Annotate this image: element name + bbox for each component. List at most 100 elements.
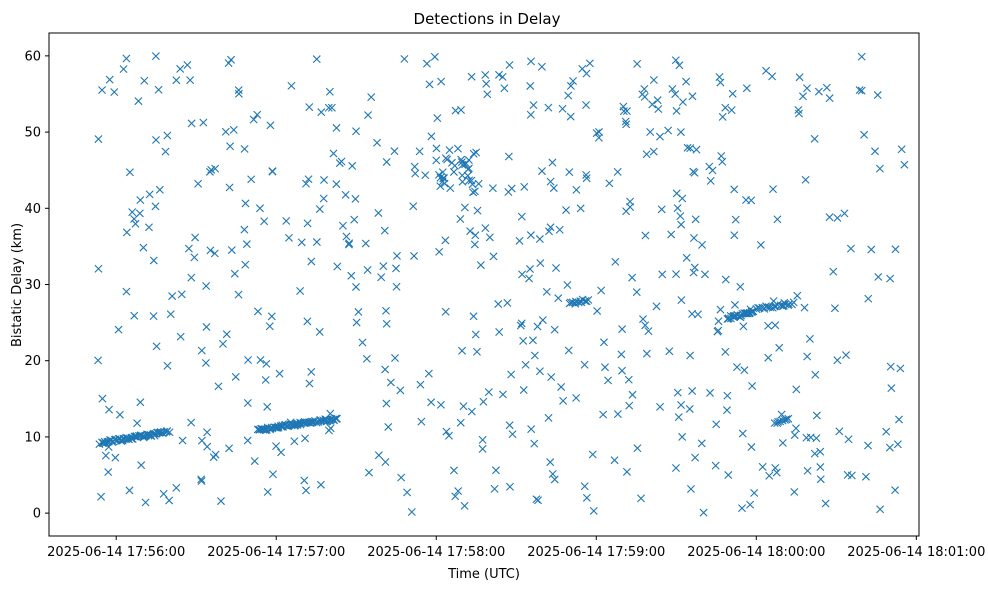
detection-marker (266, 121, 275, 130)
detection-marker (471, 330, 480, 339)
detection-marker (432, 156, 441, 165)
detection-marker (585, 59, 594, 68)
detection-marker (374, 208, 383, 217)
detection-marker (886, 274, 895, 283)
detection-marker (263, 487, 272, 496)
detection-marker (301, 434, 310, 443)
y-axis: 0 10 20 30 40 50 60 (24, 49, 49, 522)
detection-marker (320, 176, 329, 185)
detection-marker (529, 101, 538, 110)
detection-marker (723, 406, 731, 415)
detection-marker (599, 338, 608, 347)
detection-marker (641, 321, 650, 330)
detection-marker (319, 194, 328, 203)
detection-marker (197, 436, 206, 445)
detection-marker (240, 144, 249, 153)
detection-marker (400, 54, 409, 63)
detection-marker (403, 488, 412, 497)
detection-marker (155, 185, 164, 194)
detection-marker (485, 233, 494, 242)
x-tick-label: 2025-06-14 17:58:00 (367, 545, 505, 560)
detection-marker (677, 220, 686, 229)
detection-marker (621, 117, 630, 126)
detection-marker (618, 325, 627, 334)
detection-marker (324, 426, 333, 435)
detection-marker (382, 399, 391, 408)
detection-marker (302, 179, 311, 188)
detection-marker (128, 208, 137, 217)
detection-marker (846, 244, 855, 253)
detection-marker (392, 251, 401, 260)
detection-marker (361, 239, 370, 248)
detection-marker (640, 92, 649, 101)
detection-marker (676, 128, 685, 137)
detection-marker (677, 400, 686, 409)
detection-marker (505, 421, 514, 430)
detection-marker (658, 270, 667, 279)
detection-marker (780, 298, 789, 307)
detection-marker (610, 456, 619, 465)
detection-marker (381, 306, 390, 315)
detection-marker (550, 325, 559, 334)
detection-marker (861, 472, 870, 481)
detection-marker (776, 301, 785, 310)
detection-marker (94, 356, 103, 365)
detection-marker (622, 467, 631, 476)
detection-marker (678, 432, 687, 441)
detection-marker (654, 105, 663, 114)
x-axis: 2025-06-14 17:56:00 2025-06-14 17:57:00 20… (47, 536, 985, 560)
detection-marker (422, 59, 431, 68)
detection-marker (381, 458, 390, 466)
detection-marker (166, 310, 175, 319)
detection-marker (97, 492, 106, 501)
detection-marker (864, 441, 873, 450)
detection-marker (145, 190, 154, 199)
detection-marker (816, 463, 825, 472)
detection-marker (871, 147, 879, 156)
detection-marker (739, 322, 748, 331)
detection-marker (633, 59, 642, 68)
detection-marker (472, 347, 481, 356)
detection-marker (342, 232, 351, 241)
detection-marker (690, 263, 699, 272)
detection-marker (667, 230, 676, 239)
detection-marker (676, 212, 685, 221)
detection-marker (526, 231, 535, 240)
detection-marker (268, 167, 277, 176)
detection-marker (136, 196, 145, 205)
detection-marker (721, 103, 730, 112)
detection-marker (738, 429, 747, 438)
detection-marker (802, 433, 811, 442)
detection-marker (642, 349, 651, 358)
detection-marker (548, 470, 557, 478)
detection-marker (655, 132, 664, 141)
detection-marker (897, 145, 906, 154)
detection-marker (241, 199, 250, 208)
detection-marker (798, 92, 807, 101)
detection-marker (789, 298, 798, 307)
detection-marker (678, 97, 687, 106)
detection-marker (564, 346, 573, 355)
detection-marker (803, 466, 812, 475)
detection-marker (653, 96, 662, 105)
detection-marker (640, 84, 649, 93)
detection-marker (686, 144, 695, 153)
detection-marker (773, 215, 782, 224)
detection-marker (526, 265, 534, 274)
detection-marker (822, 83, 831, 92)
detection-marker (825, 94, 834, 103)
detection-marker (457, 155, 466, 164)
detection-marker (665, 347, 674, 356)
detection-marker (190, 253, 199, 262)
detection-marker (494, 300, 503, 309)
detection-marker (105, 75, 114, 84)
detection-marker (432, 144, 441, 153)
detection-marker (697, 439, 706, 448)
detection-marker (352, 127, 361, 136)
detection-marker (300, 476, 309, 485)
detection-marker (803, 352, 812, 361)
detection-marker (277, 448, 286, 457)
detection-marker (791, 424, 800, 433)
detection-marker (886, 362, 895, 371)
detection-marker (716, 78, 725, 87)
